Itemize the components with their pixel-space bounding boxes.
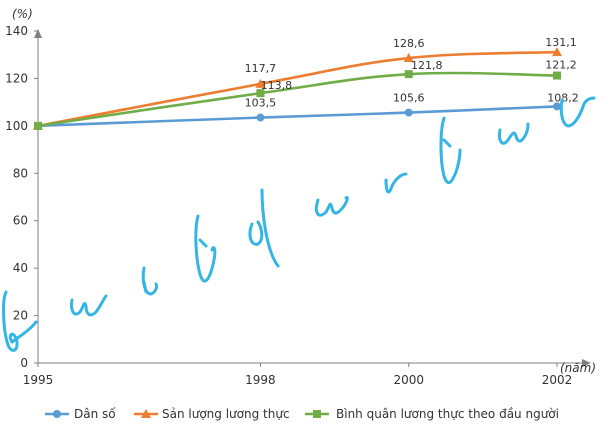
data-point (256, 113, 265, 122)
data-label: 121,2 (545, 59, 577, 72)
x-tick-label: 1995 (23, 373, 54, 387)
y-tick-label: 120 (5, 71, 28, 85)
series-line (37, 105, 558, 128)
x-axis-arrow (582, 359, 591, 367)
y-tick-label: 60 (13, 214, 28, 228)
data-label: 121,8 (411, 59, 443, 72)
y-tick-label: 20 (13, 309, 28, 323)
legend-marker (313, 410, 321, 418)
data-point (256, 89, 265, 98)
x-tick-label: 2000 (393, 373, 424, 387)
data-point (34, 121, 42, 130)
data-label: 103,5 (245, 97, 277, 110)
x-unit-label: (năm) (560, 361, 596, 375)
series-layer: 103,5 105,6 108,2 117,7 128,6 131,1 113,8 121,8… (33, 36, 579, 130)
y-tick-label: 100 (5, 119, 28, 133)
data-point (553, 71, 561, 80)
scribble-stroke (559, 96, 596, 128)
scribble-stroke (194, 214, 217, 283)
handwritten-annotation (2, 96, 596, 352)
series-3: 113,8 121,8 121,2 (34, 59, 577, 130)
series-line (37, 71, 558, 128)
scribble-stroke (314, 196, 349, 217)
legend-label: Dân số (74, 407, 116, 421)
chart-axes: 0 20 40 60 80 100 120 140 1995 1998 2000 2002 (%) (nă… (5, 7, 596, 387)
scribble-stroke (384, 172, 408, 194)
legend-item-1: Dân số (45, 407, 116, 421)
y-unit-label: (%) (12, 7, 33, 21)
legend-label: Bình quân lương thực theo đầu người (336, 407, 559, 421)
data-point (553, 102, 561, 111)
y-tick-label: 40 (13, 261, 28, 275)
chart-legend: Dân số Sản lượng lương thực Bình quân lươn… (45, 407, 559, 421)
x-tick-label: 1998 (245, 373, 276, 387)
data-point (255, 78, 266, 88)
scribble-stroke (141, 266, 158, 296)
y-tick-label: 0 (20, 356, 28, 370)
legend-marker (53, 410, 61, 418)
scribble-stroke (439, 116, 462, 185)
legend-item-2: Sản lượng lương thực (134, 407, 290, 421)
legend-item-3: Bình quân lương thực theo đầu người (305, 407, 559, 421)
legend-marker (141, 409, 151, 418)
scribble-stroke (2, 290, 38, 352)
data-point (404, 108, 413, 117)
scribble-stroke (498, 122, 530, 145)
y-tick-label: 80 (13, 166, 28, 180)
data-label: 117,7 (245, 62, 277, 75)
data-point (404, 70, 413, 79)
data-label: 105,6 (393, 92, 425, 105)
x-tick-label: 2002 (542, 373, 573, 387)
data-label: 128,6 (393, 37, 425, 50)
y-axis-arrow (34, 29, 42, 38)
scribble-stroke (70, 294, 108, 317)
legend-label: Sản lượng lương thực (162, 407, 290, 421)
data-label: 113,8 (261, 79, 293, 92)
series-line (37, 50, 558, 128)
series-1: 103,5 105,6 108,2 (34, 91, 579, 130)
scribble-stroke (248, 188, 280, 268)
data-label: 108,2 (547, 91, 579, 104)
data-point (403, 53, 414, 63)
y-tick-label: 140 (5, 24, 28, 38)
data-point (552, 47, 562, 57)
data-label: 131,1 (545, 36, 577, 49)
